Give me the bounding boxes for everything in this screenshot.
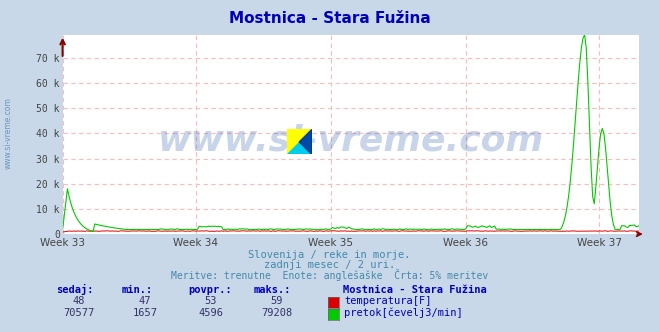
Text: 59: 59	[271, 296, 283, 306]
Text: min.:: min.:	[122, 285, 153, 295]
Text: 1657: 1657	[132, 308, 158, 318]
Text: www.si-vreme.com: www.si-vreme.com	[3, 97, 13, 169]
Polygon shape	[299, 129, 312, 154]
Text: temperatura[F]: temperatura[F]	[344, 296, 432, 306]
Polygon shape	[287, 129, 312, 154]
Text: Mostnica - Stara Fužina: Mostnica - Stara Fužina	[229, 11, 430, 26]
Text: 53: 53	[205, 296, 217, 306]
Text: Meritve: trenutne  Enote: anglešaške  Črta: 5% meritev: Meritve: trenutne Enote: anglešaške Črta…	[171, 269, 488, 281]
Text: 48: 48	[73, 296, 85, 306]
Text: 79208: 79208	[261, 308, 293, 318]
Text: Slovenija / reke in morje.: Slovenija / reke in morje.	[248, 250, 411, 260]
Text: Mostnica - Stara Fužina: Mostnica - Stara Fužina	[343, 285, 486, 295]
Polygon shape	[287, 129, 312, 154]
Text: maks.:: maks.:	[254, 285, 291, 295]
Text: 70577: 70577	[63, 308, 95, 318]
Text: povpr.:: povpr.:	[188, 285, 231, 295]
Text: www.si-vreme.com: www.si-vreme.com	[158, 124, 544, 157]
Text: zadnji mesec / 2 uri.: zadnji mesec / 2 uri.	[264, 260, 395, 270]
Text: pretok[čevelj3/min]: pretok[čevelj3/min]	[344, 307, 463, 318]
Text: 47: 47	[139, 296, 151, 306]
Text: sedaj:: sedaj:	[56, 284, 94, 295]
Text: 4596: 4596	[198, 308, 223, 318]
